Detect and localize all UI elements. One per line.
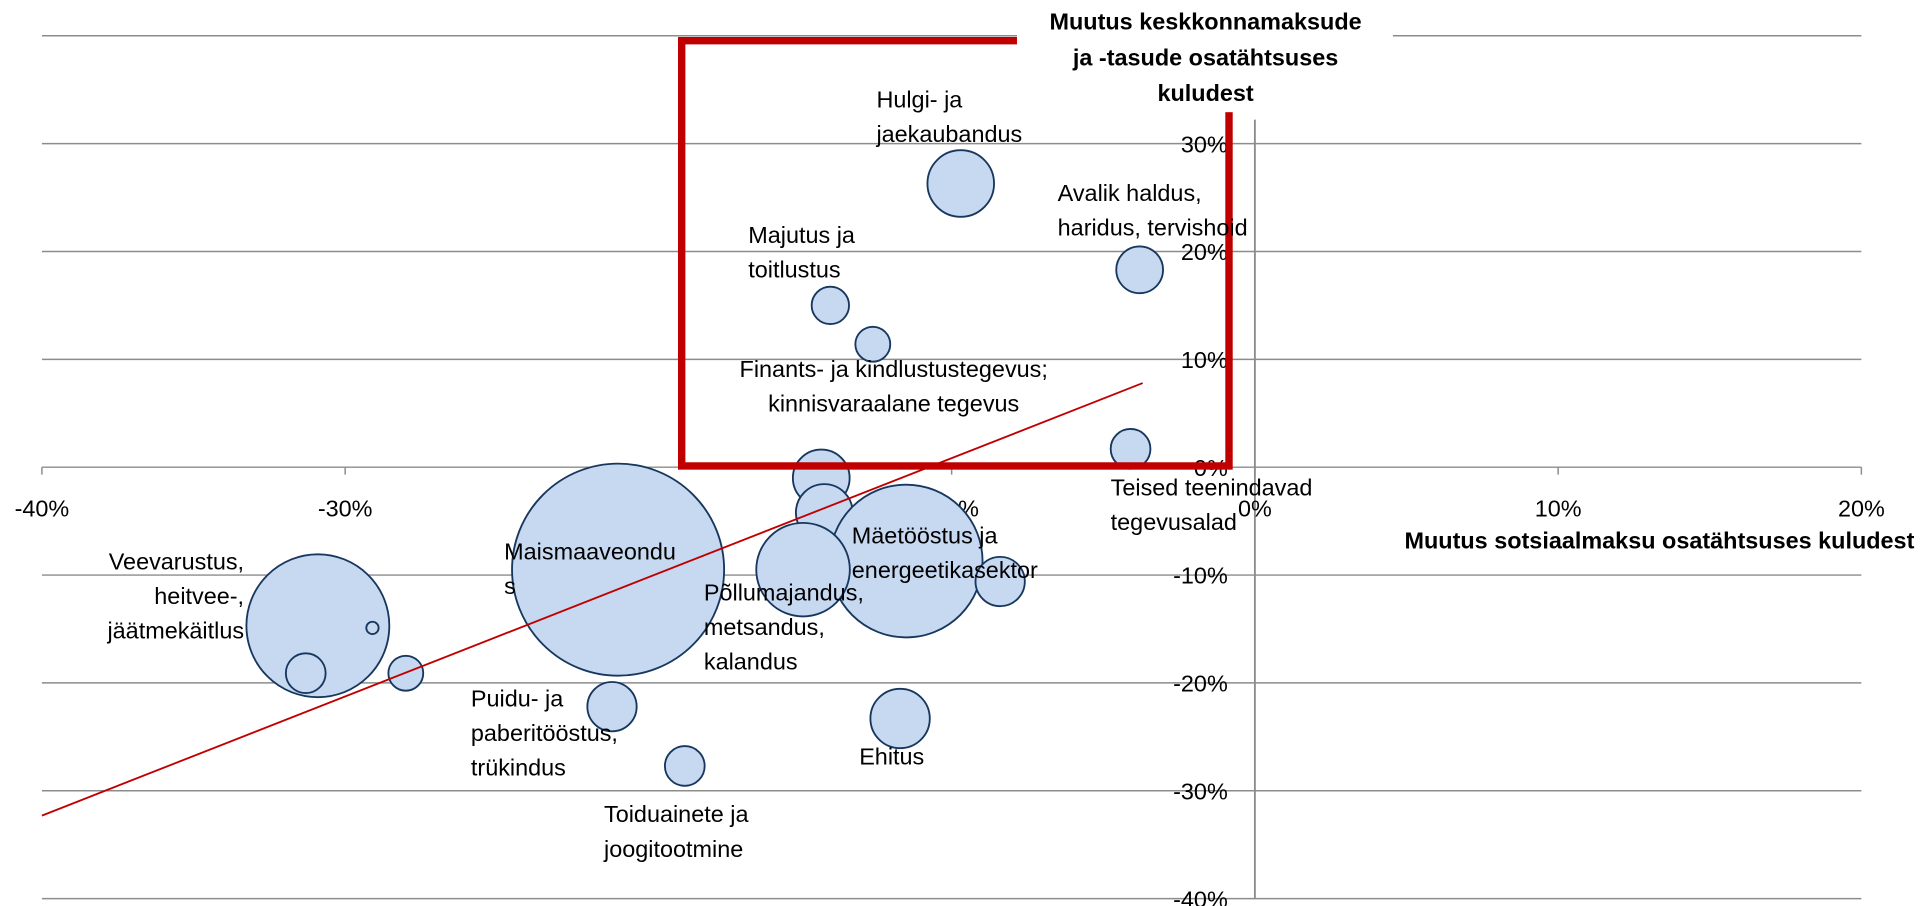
bubble-label: haridus, tervishoid [1058, 214, 1248, 240]
bubble-label: metsandus, [704, 614, 825, 640]
x-tick-label: 10% [1535, 496, 1582, 522]
bubble [926, 149, 995, 218]
bubble-label: kalandus [704, 648, 798, 674]
bubble [365, 620, 380, 635]
bubble-label: Majutus ja [748, 222, 856, 248]
bubble [974, 555, 1026, 608]
bubble-label: Puidu- ja [471, 685, 564, 711]
y-tick-label: 20% [1181, 239, 1228, 265]
y-tick-label: 30% [1181, 131, 1228, 157]
bubble [245, 553, 391, 699]
y-tick-label: -30% [1173, 778, 1228, 804]
y-tick-label: -20% [1173, 671, 1228, 697]
bubble [511, 462, 726, 677]
bubble-label: Veevarustus, [109, 549, 244, 575]
highlight-box [677, 36, 1233, 470]
bubble-label: tegevusalad [1111, 509, 1237, 535]
bubble-label: Toiduainete ja [604, 801, 749, 827]
bubble [1115, 245, 1164, 295]
y-tick-label: -10% [1173, 563, 1228, 589]
bubble-label: heitvee-, [154, 583, 244, 609]
bubble-label: trükindus [471, 754, 566, 780]
y-tick-label: 10% [1181, 347, 1228, 373]
bubble-label: energeetikasektor [852, 557, 1038, 583]
bubble [663, 745, 706, 787]
y-tick-label: -40% [1173, 886, 1228, 906]
bubble-label: kinnisvaraalane tegevus [768, 391, 1019, 417]
bubble-label: Maismaaveondu [504, 539, 676, 565]
bubble-label: jaekaubandus [875, 121, 1022, 147]
bubble-label: jäätmekäitlus [106, 618, 244, 644]
bubble-label: Hulgi- ja [876, 86, 963, 112]
bubble-label: paberitööstus, [471, 720, 618, 746]
y-axis-title: ja -tasude osatähtsuses [1072, 44, 1338, 70]
bubble [284, 652, 327, 695]
bubble-label: Ehitus [859, 743, 924, 769]
bubble [810, 285, 850, 326]
title-background [1016, 6, 1393, 113]
bubble [586, 681, 638, 733]
x-axis-title: Muutus sotsiaalmaksu osatähtsuses kulude… [1404, 528, 1914, 554]
y-axis-title: kuludest [1157, 80, 1253, 106]
bubble-label: s [504, 573, 516, 599]
bubble [755, 521, 851, 618]
bubble-label: joogitootmine [603, 836, 743, 862]
bubble [869, 687, 931, 750]
bubble-label: Põllumajandus, [704, 579, 864, 605]
y-axis-title: Muutus keskkonnamaksude [1049, 9, 1361, 35]
bubble-label: Teised teenindavad [1111, 475, 1313, 501]
bubble-label: Avalik haldus, [1058, 180, 1202, 206]
x-tick-label: -40% [15, 496, 70, 522]
bubble-label: Finants- ja kindlustustegevus; [740, 356, 1048, 382]
bubble [854, 325, 892, 363]
x-tick-label: -30% [318, 496, 373, 522]
x-tick-label: 20% [1838, 496, 1885, 522]
plot: -40%-30%-20%-10%0%10%20%-40%-30%-20%-10%… [15, 6, 1915, 906]
bubble-label: toitlustus [748, 256, 840, 282]
x-tick-label: 0% [1238, 496, 1272, 522]
trendline [41, 382, 1144, 817]
bubble-label: Mäetööstus ja [852, 523, 999, 549]
